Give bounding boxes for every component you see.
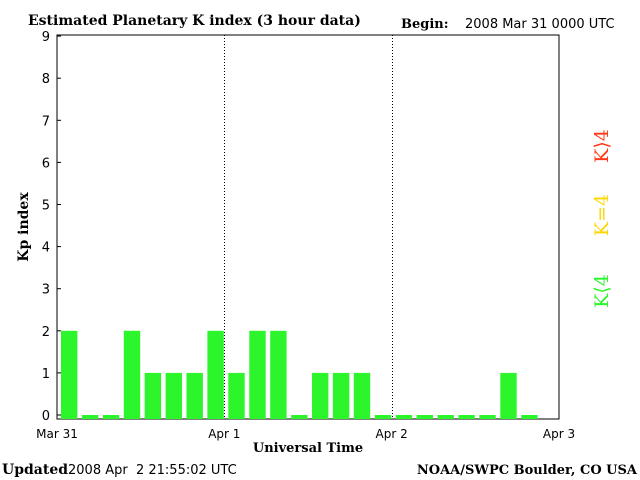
chart-title: Estimated Planetary K index (3 hour data… bbox=[28, 13, 361, 29]
updated-value: 2008 Apr 2 21:55:02 UTC bbox=[68, 463, 237, 478]
kp-bar bbox=[374, 415, 392, 419]
begin-label: Begin: bbox=[401, 17, 449, 32]
agency-credit: NOAA/SWPC Boulder, CO USA bbox=[417, 463, 638, 478]
x-tick-label: Apr 1 bbox=[208, 427, 240, 441]
x-axis-ticks: Mar 31 Apr 1 Apr 2 Apr 3 bbox=[36, 427, 575, 441]
kp-bar bbox=[353, 372, 371, 419]
y-tick-label: 9 bbox=[42, 30, 50, 45]
kp-bar bbox=[228, 372, 245, 419]
kp-bar bbox=[61, 330, 78, 419]
updated-label: Updated bbox=[2, 462, 68, 478]
legend-k-equal-4: K=4 bbox=[591, 194, 613, 236]
x-axis-label: Universal Time bbox=[253, 441, 363, 456]
kp-bar bbox=[123, 330, 141, 419]
kp-bar bbox=[458, 415, 475, 419]
y-axis-ticks: 0 1 2 3 4 5 6 7 8 9 bbox=[42, 30, 61, 424]
kp-bar bbox=[186, 372, 203, 419]
y-tick-label: 6 bbox=[42, 156, 50, 171]
kp-bar bbox=[416, 415, 433, 419]
y-tick-label: 1 bbox=[42, 367, 50, 382]
kp-bar bbox=[165, 372, 182, 419]
kp-bar bbox=[395, 415, 413, 419]
kp-bar bbox=[437, 415, 454, 419]
kp-bar bbox=[144, 372, 162, 419]
bars-group bbox=[61, 330, 538, 419]
kp-bar bbox=[291, 415, 308, 419]
kp-bar bbox=[102, 415, 120, 419]
legend-k-greater-4: K⟩4 bbox=[591, 129, 613, 163]
y-tick-label: 5 bbox=[42, 199, 50, 214]
y-tick-label: 3 bbox=[42, 283, 50, 298]
legend-k-less-4: K⟨4 bbox=[591, 274, 613, 308]
y-tick-label: 8 bbox=[42, 72, 50, 87]
kp-bar bbox=[207, 330, 224, 419]
begin-value: 2008 Mar 31 0000 UTC bbox=[465, 17, 615, 32]
y-tick-label: 2 bbox=[42, 325, 50, 340]
kp-bar bbox=[249, 330, 266, 419]
x-tick-label: Apr 3 bbox=[543, 427, 575, 441]
y-tick-label: 4 bbox=[42, 241, 50, 256]
y-tick-label: 7 bbox=[42, 114, 50, 129]
kp-bar bbox=[312, 372, 329, 419]
kp-bar bbox=[479, 415, 496, 419]
kp-bar bbox=[521, 415, 538, 419]
y-tick-label: 0 bbox=[42, 409, 50, 424]
kp-bar bbox=[500, 372, 517, 419]
kp-bar bbox=[332, 372, 350, 419]
plot-frame bbox=[56, 34, 560, 420]
y-axis-label: Kp index bbox=[16, 192, 32, 262]
kp-bar bbox=[270, 330, 287, 419]
x-tick-label: Apr 2 bbox=[376, 427, 408, 441]
x-tick-label: Mar 31 bbox=[36, 427, 78, 441]
kp-bar bbox=[81, 415, 99, 419]
